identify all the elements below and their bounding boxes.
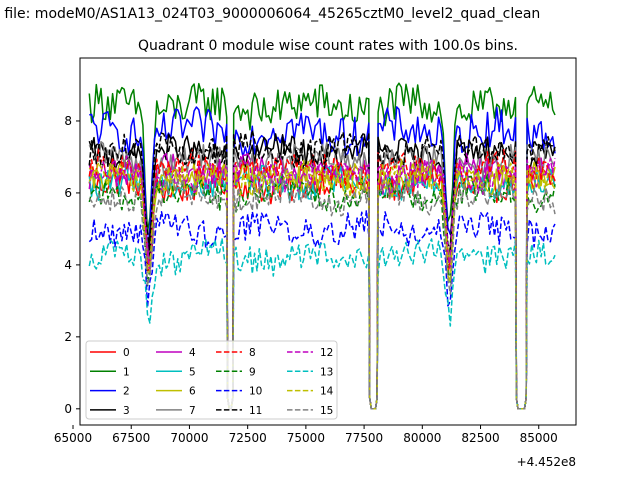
y-tick-label: 6 bbox=[64, 186, 72, 200]
legend-label-12: 12 bbox=[320, 347, 333, 359]
legend-label-4: 4 bbox=[189, 347, 196, 359]
legend-label-1: 1 bbox=[123, 366, 130, 378]
y-axis: 0 2 4 6 8 bbox=[64, 114, 80, 416]
legend-label-0: 0 bbox=[123, 347, 130, 359]
series-line-14 bbox=[88, 158, 556, 410]
suptitle-text: n file: modeM0/AS1A13_024T03_9000006064_… bbox=[0, 6, 541, 22]
y-tick-label: 2 bbox=[64, 330, 72, 344]
x-tick-label: 82500 bbox=[461, 431, 499, 445]
legend-label-11: 11 bbox=[249, 405, 262, 417]
legend-label-5: 5 bbox=[189, 366, 196, 378]
legend-label-14: 14 bbox=[320, 386, 334, 398]
series-line-6 bbox=[88, 158, 556, 410]
x-tick-label: 85000 bbox=[520, 431, 558, 445]
series-line-13 bbox=[88, 237, 556, 410]
legend-label-9: 9 bbox=[249, 366, 256, 378]
series-line-3 bbox=[88, 133, 556, 410]
x-tick-label: 72500 bbox=[229, 431, 267, 445]
legend-label-13: 13 bbox=[320, 366, 333, 378]
legend-label-3: 3 bbox=[123, 405, 130, 417]
x-tick-label: 70000 bbox=[170, 431, 208, 445]
series-line-15 bbox=[88, 178, 556, 410]
legend-label-7: 7 bbox=[189, 405, 196, 417]
x-tick-label: 77500 bbox=[345, 431, 383, 445]
x-tick-label: 80000 bbox=[403, 431, 441, 445]
legend-box bbox=[85, 340, 338, 420]
x-tick-label: 75000 bbox=[287, 431, 325, 445]
figure-suptitle: n file: modeM0/AS1A13_024T03_9000006064_… bbox=[0, 2, 640, 30]
series-line-11 bbox=[88, 129, 556, 410]
legend-label-6: 6 bbox=[189, 386, 196, 398]
series-line-1 bbox=[88, 82, 556, 410]
legend-label-15: 15 bbox=[320, 405, 333, 417]
legend-label-10: 10 bbox=[249, 386, 262, 398]
x-axis: 65000 67500 70000 72500 75000 77500 80000 82500… bbox=[54, 425, 558, 445]
y-tick-label: 8 bbox=[64, 114, 72, 128]
x-offset-label: +4.452e8 bbox=[517, 455, 576, 469]
plot-frame bbox=[79, 57, 577, 426]
x-tick-label: 67500 bbox=[112, 431, 150, 445]
y-tick-label: 4 bbox=[64, 258, 72, 272]
legend-label-8: 8 bbox=[249, 347, 256, 359]
x-tick-label: 65000 bbox=[54, 431, 92, 445]
legend-label-2: 2 bbox=[123, 386, 130, 398]
series-line-10 bbox=[88, 209, 556, 410]
series-layer bbox=[88, 82, 556, 410]
y-tick-label: 0 bbox=[64, 402, 72, 416]
chart-title: Quadrant 0 module wise count rates with … bbox=[138, 38, 518, 54]
series-line-9 bbox=[88, 173, 556, 410]
